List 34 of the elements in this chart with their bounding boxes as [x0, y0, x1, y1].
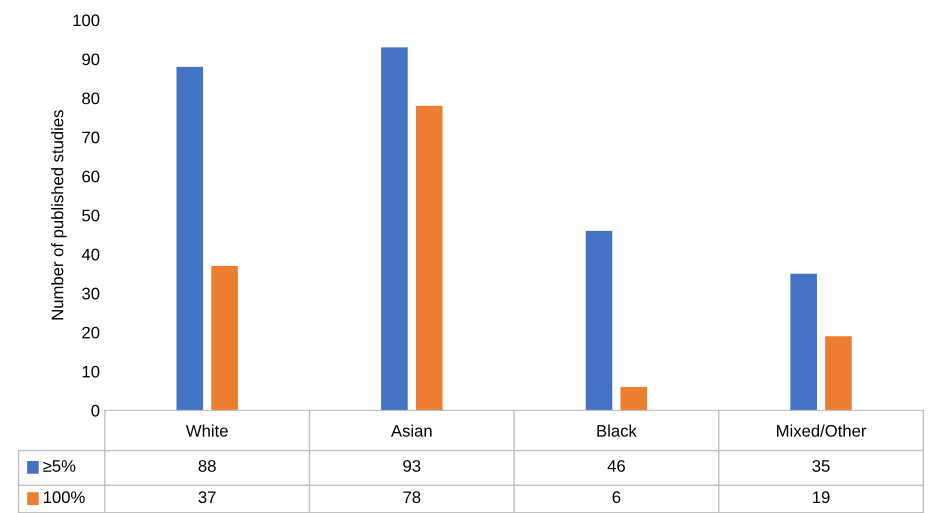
y-tick-label: 40: [82, 248, 100, 260]
data-label: 6: [612, 491, 620, 504]
bar: [620, 386, 648, 410]
y-tick-label: 60: [82, 170, 100, 182]
y-tick-label: 0: [91, 404, 100, 417]
bar: [381, 47, 408, 410]
y-tick-label: 70: [82, 132, 100, 144]
data-label: 35: [812, 460, 830, 472]
y-tick-label: 50: [82, 210, 100, 222]
bar: [211, 266, 238, 410]
data-label: 88: [198, 460, 216, 472]
bar: [586, 230, 612, 410]
bar: [176, 66, 204, 410]
bar: [416, 106, 442, 410]
y-tick-label: 10: [82, 366, 100, 378]
x-tick-label: Black: [597, 424, 637, 437]
x-tick-label: Asian: [390, 424, 432, 437]
y-tick-label: 80: [82, 92, 100, 104]
data-label: 37: [198, 491, 216, 504]
legend-label: 100%: [44, 491, 85, 504]
legend-label: ≥5%: [43, 460, 76, 472]
data-label: 19: [813, 491, 830, 504]
y-tick-label: 100: [73, 14, 100, 26]
data-label: 93: [403, 460, 420, 472]
data-label: 46: [608, 460, 625, 472]
y-tick-label: 20: [82, 326, 100, 339]
bar: [790, 274, 817, 410]
x-tick-label: White: [186, 424, 228, 437]
y-axis-title: Number of published studies: [51, 110, 67, 320]
x-tick-label: Mixed/Other: [777, 424, 866, 437]
y-tick-label: 30: [82, 288, 100, 300]
y-tick-label: 90: [82, 53, 100, 66]
bar: [825, 336, 852, 410]
data-label: 78: [403, 491, 420, 504]
